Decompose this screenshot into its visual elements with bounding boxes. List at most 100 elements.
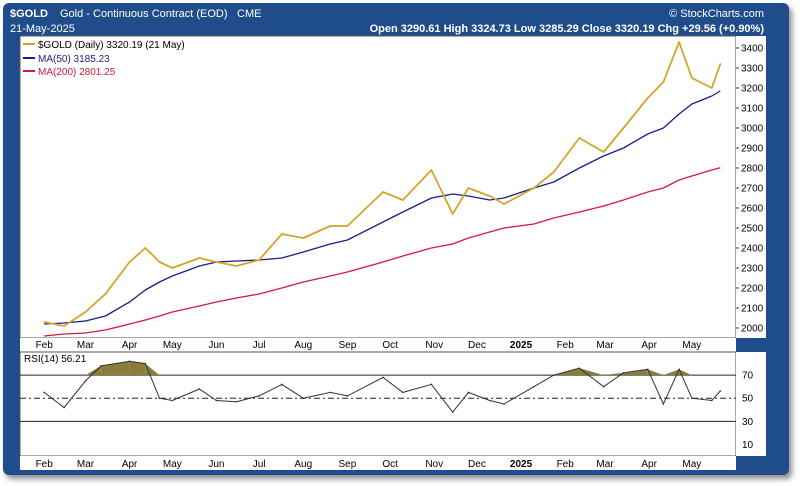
price-point — [43, 321, 46, 323]
price-tick-label: 2300 — [741, 264, 764, 275]
rsi-point — [171, 399, 174, 402]
series-line-0 — [44, 41, 722, 327]
month-tick-label: Feb — [557, 459, 575, 470]
rsi-point — [602, 385, 605, 388]
price-tick-label: 2800 — [741, 164, 764, 175]
month-tick-label: Aug — [294, 340, 312, 351]
price-point — [84, 311, 87, 313]
rsi-point — [467, 391, 470, 394]
rsi-point — [128, 360, 131, 363]
month-tick-label: Jun — [208, 459, 224, 470]
rsi-axis: 10 30 50 70 — [742, 371, 754, 451]
rsi-point — [144, 362, 147, 365]
rsi-date-axis: Feb Mar Apr May Jun Jul Aug Sep Oct Nov Dec 2025 Feb… — [36, 459, 702, 470]
price-point — [602, 151, 605, 153]
month-tick-label: Mar — [596, 459, 614, 470]
rsi-point — [329, 391, 332, 394]
price-point — [503, 203, 505, 205]
rsi-date-strip — [20, 456, 736, 470]
price-point — [346, 225, 349, 227]
rsi-overbought-fill — [679, 369, 692, 376]
legend-price-label: $GOLD (Daily) 3320.19 (21 May) — [38, 40, 185, 51]
watermark: © StockCharts.com — [669, 8, 764, 20]
price-point — [215, 261, 218, 263]
price-tick-label: 2100 — [741, 304, 764, 315]
price-point — [198, 257, 201, 259]
legend-ma50-label: MA(50) 3185.23 — [38, 54, 110, 65]
series-line-1 — [44, 90, 721, 325]
month-tick-label: Jun — [208, 340, 224, 351]
date-label: 21-May-2025 — [10, 23, 75, 35]
price-point — [578, 137, 581, 139]
price-date-axis: Feb Mar Apr May Jun Jul Aug Sep Oct Nov Dec 2025 Feb… — [36, 340, 702, 351]
month-tick-label: May — [682, 340, 701, 351]
price-point — [63, 325, 66, 327]
price-axis-strip — [736, 36, 766, 338]
price-point — [710, 87, 713, 89]
description-title: Gold - Continuous Contract (EOD) — [60, 8, 228, 20]
month-tick-label: Mar — [77, 340, 95, 351]
month-tick-label: Oct — [382, 340, 398, 351]
price-legend: $GOLD (Daily) 3320.19 (21 May) MA(50) 31… — [23, 40, 185, 78]
quote-line: Open 3290.61 High 3324.73 Low 3285.29 Cl… — [370, 23, 765, 35]
price-point — [329, 225, 332, 227]
price-point — [678, 41, 680, 43]
month-tick-label: 2025 — [510, 459, 533, 470]
legend-ma200-label: MA(200) 2801.25 — [38, 67, 116, 78]
rsi-overbought-fill — [129, 361, 146, 376]
price-point — [662, 81, 665, 83]
rsi-tick-label: 70 — [742, 371, 754, 382]
price-point — [302, 237, 305, 239]
month-tick-label: Dec — [468, 340, 486, 351]
rsi-point — [533, 385, 535, 388]
price-axis: 2000 2100 2200 2300 2400 2500 2600 2700 2800 2900… — [736, 44, 764, 335]
rsi-point — [646, 368, 649, 371]
month-tick-label: Apr — [641, 340, 657, 351]
rsi-point — [552, 374, 555, 376]
price-tick-label: 2600 — [741, 204, 764, 215]
rsi-legend-label: RSI(14) 56.21 — [24, 354, 87, 365]
rsi-point — [503, 403, 505, 405]
month-tick-label: May — [682, 459, 701, 470]
month-tick-label: Feb — [36, 340, 54, 351]
price-point — [235, 265, 238, 267]
rsi-plot — [43, 360, 722, 413]
month-tick-label: Apr — [122, 340, 138, 351]
price-tick-label: 2700 — [741, 184, 764, 195]
price-panel — [19, 35, 737, 339]
price-tick-label: 3400 — [741, 44, 764, 55]
price-tick-label: 2500 — [741, 224, 764, 235]
month-tick-label: Jul — [253, 340, 266, 351]
month-tick-label: Oct — [382, 459, 398, 470]
rsi-overbought-fill — [85, 365, 102, 376]
rsi-point — [215, 399, 218, 402]
month-tick-label: Sep — [338, 459, 356, 470]
rsi-point — [235, 400, 238, 403]
price-tick-label: 2000 — [741, 324, 764, 335]
price-point — [402, 199, 404, 201]
month-tick-label: Nov — [425, 340, 443, 351]
rsi-axis-strip — [736, 352, 766, 456]
month-tick-label: Aug — [294, 459, 312, 470]
price-point — [488, 195, 491, 197]
series-line-2 — [44, 167, 721, 337]
price-tick-label: 3200 — [741, 84, 764, 95]
rsi-point — [691, 397, 693, 400]
price-point — [158, 261, 161, 263]
rsi-point — [622, 372, 625, 374]
rsi-point — [258, 395, 260, 397]
symbol-title: $GOLD — [10, 8, 48, 20]
rsi-point — [488, 399, 491, 402]
rsi-point — [711, 399, 713, 402]
price-point — [258, 259, 261, 261]
price-point — [382, 191, 384, 193]
month-tick-label: Dec — [468, 459, 486, 470]
rsi-point — [678, 368, 680, 371]
price-point — [646, 97, 649, 99]
rsi-point — [451, 411, 454, 413]
month-tick-label: Mar — [77, 459, 95, 470]
price-date-strip — [20, 338, 736, 352]
rsi-line — [43, 360, 721, 413]
price-tick-label: 3300 — [741, 64, 764, 75]
rsi-point — [430, 383, 433, 386]
